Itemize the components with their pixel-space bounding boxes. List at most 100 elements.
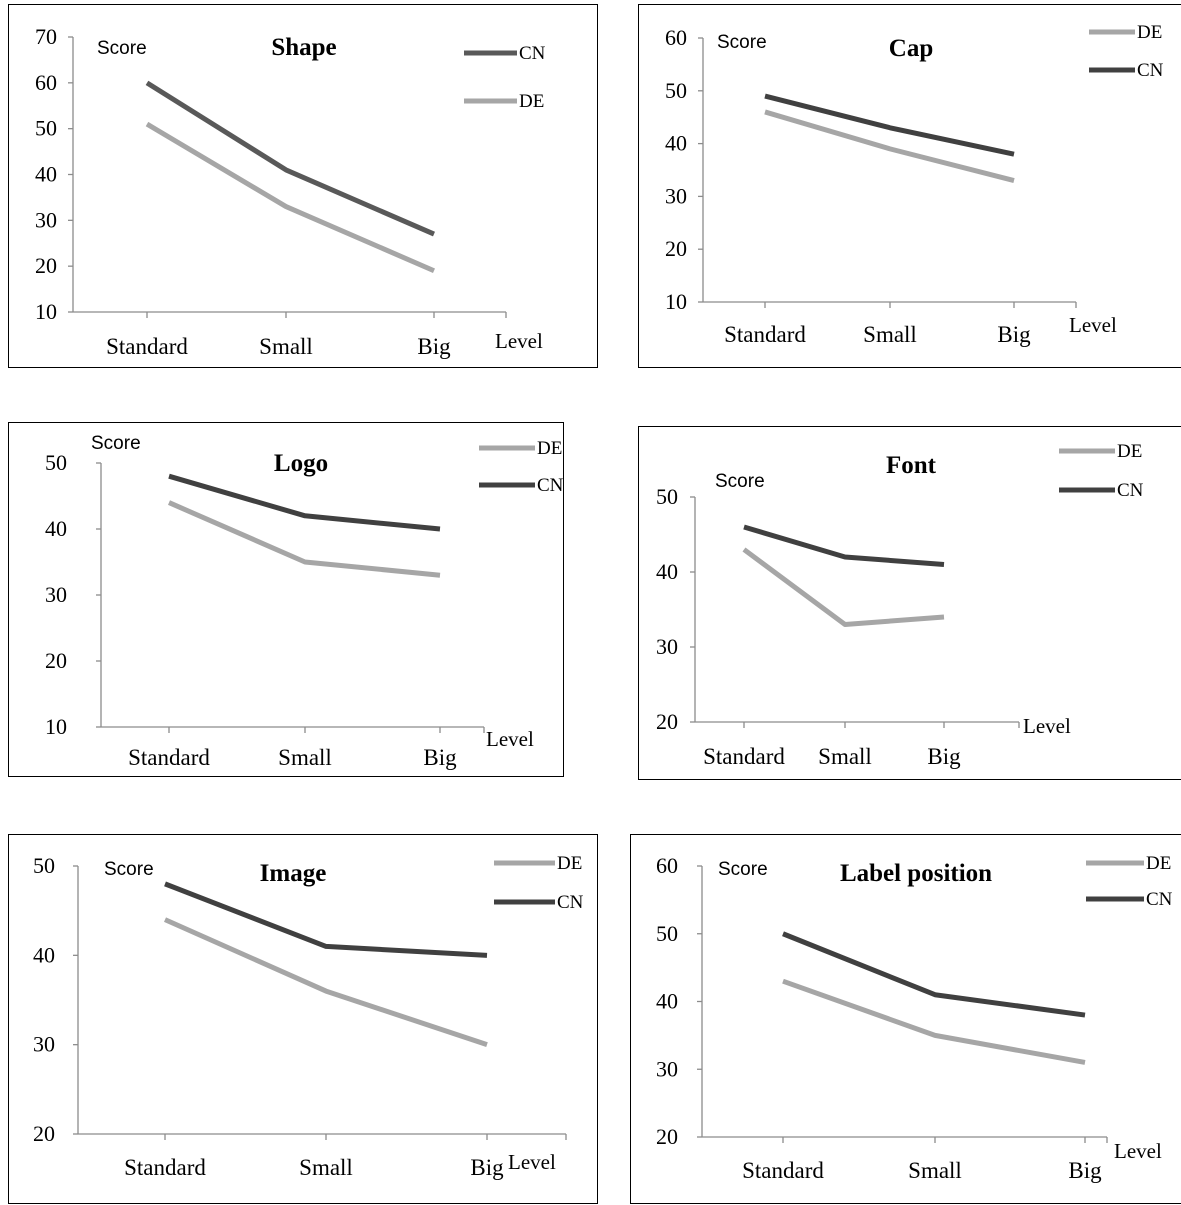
chart-title: Image xyxy=(260,860,327,887)
legend-label: DE xyxy=(1137,22,1162,43)
y-tick-label: 40 xyxy=(33,942,55,967)
x-category-label: Standard xyxy=(742,1158,824,1183)
y-axis-label: Score xyxy=(91,433,141,454)
series-line-cn xyxy=(164,881,488,958)
chart-svg: 20 30 40 50 Standard Small Big Image Score Level D… xyxy=(33,853,584,1180)
y-tick-label: 40 xyxy=(665,131,687,156)
series-line-cn xyxy=(168,473,441,532)
y-tick-label: 60 xyxy=(656,853,678,878)
series-line-de xyxy=(782,978,1086,1065)
y-tick-label: 30 xyxy=(35,207,57,232)
series-line-cn xyxy=(764,93,1015,157)
series-line-de xyxy=(163,917,488,1048)
series-line-cn xyxy=(145,80,435,237)
legend-label: DE xyxy=(557,853,582,874)
x-category-label: Standard xyxy=(124,1155,206,1180)
x-category-label: Small xyxy=(259,334,313,359)
y-axis-label: Score xyxy=(97,38,147,59)
chart-panel-logo: 10 20 30 40 50 Standard Small Big Logo Score Level… xyxy=(8,422,564,777)
legend-label: CN xyxy=(1137,60,1164,81)
y-tick-label: 10 xyxy=(35,299,57,324)
legend-label: DE xyxy=(1117,441,1142,462)
y-tick-label: 20 xyxy=(656,709,678,734)
chart-svg: 20 30 40 50 Standard Small Big Font Score Level DE… xyxy=(656,441,1144,769)
legend-label: DE xyxy=(537,438,562,459)
y-tick-label: 60 xyxy=(665,25,687,50)
y-tick-label: 30 xyxy=(45,582,67,607)
chart-title: Cap xyxy=(889,35,933,62)
y-tick-label: 30 xyxy=(33,1032,55,1057)
x-category-label: Small xyxy=(818,744,872,769)
chart-panel-shape: 10 20 30 40 50 60 70 Standard Small Big Shape Score… xyxy=(8,4,598,368)
chart-title: Font xyxy=(886,452,937,479)
y-tick-label: 50 xyxy=(45,450,67,475)
y-tick-label: 60 xyxy=(35,70,57,95)
chart-title: Logo xyxy=(274,450,328,477)
y-tick-label: 50 xyxy=(656,484,678,509)
y-tick-label: 40 xyxy=(656,989,678,1014)
y-tick-label: 30 xyxy=(665,183,687,208)
y-axis-label: Score xyxy=(718,859,768,880)
y-tick-label: 10 xyxy=(45,714,67,739)
x-category-label: Big xyxy=(417,334,451,359)
x-category-label: Big xyxy=(997,322,1031,347)
y-tick-label: 10 xyxy=(665,289,687,314)
legend-label: CN xyxy=(1146,889,1173,910)
series-line-de xyxy=(167,500,441,578)
x-category-label: Small xyxy=(278,745,332,770)
chart-panel-cap: 10 20 30 40 50 60 Standard Small Big Cap Score Leve… xyxy=(638,4,1181,368)
x-axis-label: Level xyxy=(1069,313,1117,337)
x-axis-label: Level xyxy=(486,727,534,751)
series-line-cn xyxy=(782,931,1086,1018)
y-tick-label: 70 xyxy=(35,24,57,49)
chart-title: Shape xyxy=(271,34,336,61)
chart-svg: 20 30 40 50 60 Standard Small Big Label position… xyxy=(656,853,1173,1183)
y-tick-label: 50 xyxy=(35,116,57,141)
y-tick-label: 50 xyxy=(665,78,687,103)
legend-label: DE xyxy=(1146,853,1171,874)
y-tick-label: 40 xyxy=(656,559,678,584)
chart-title: Label position xyxy=(840,860,992,887)
x-category-label: Small xyxy=(908,1158,962,1183)
y-tick-label: 20 xyxy=(45,648,67,673)
chart-panel-image: 20 30 40 50 Standard Small Big Image Score Level D… xyxy=(8,834,598,1204)
chart-panel-font: 20 30 40 50 Standard Small Big Font Score Level DE… xyxy=(638,426,1181,780)
chart-svg: 10 20 30 40 50 60 70 Standard Small Big Shape Score… xyxy=(35,24,546,359)
y-axis-label: Score xyxy=(717,32,767,53)
x-category-label: Big xyxy=(1068,1158,1102,1183)
chart-svg: 10 20 30 40 50 Standard Small Big Logo Score Level… xyxy=(45,433,564,770)
legend-label: CN xyxy=(557,892,584,913)
x-axis-label: Level xyxy=(1114,1139,1162,1163)
y-tick-label: 30 xyxy=(656,1056,678,1081)
series-line-de xyxy=(742,547,945,627)
x-category-label: Standard xyxy=(128,745,210,770)
y-tick-label: 20 xyxy=(35,253,57,278)
series-line-de xyxy=(145,121,435,274)
y-tick-label: 40 xyxy=(45,516,67,541)
y-tick-label: 50 xyxy=(656,921,678,946)
x-category-label: Big xyxy=(927,744,961,769)
y-tick-label: 20 xyxy=(33,1121,55,1146)
x-axis-label: Level xyxy=(508,1150,556,1174)
legend-label: CN xyxy=(537,475,564,496)
legend-label: CN xyxy=(519,43,546,64)
legend-label: CN xyxy=(1117,480,1144,501)
x-axis-label: Level xyxy=(1023,714,1071,738)
legend-label: DE xyxy=(519,91,544,112)
chart-panel-label-position: 20 30 40 50 60 Standard Small Big Label position… xyxy=(630,834,1181,1204)
y-axis-label: Score xyxy=(715,471,765,492)
y-tick-label: 50 xyxy=(33,853,55,878)
x-category-label: Big xyxy=(423,745,457,770)
chart-svg: 10 20 30 40 50 60 Standard Small Big Cap Score Leve… xyxy=(665,22,1164,347)
x-category-label: Small xyxy=(299,1155,353,1180)
x-category-label: Standard xyxy=(703,744,785,769)
series-line-de xyxy=(764,109,1015,183)
y-tick-label: 30 xyxy=(656,634,678,659)
series-line-cn xyxy=(743,524,945,567)
y-tick-label: 20 xyxy=(656,1124,678,1149)
y-tick-label: 40 xyxy=(35,162,57,187)
x-category-label: Standard xyxy=(106,334,188,359)
x-category-label: Standard xyxy=(724,322,806,347)
y-tick-label: 20 xyxy=(665,236,687,261)
x-axis-label: Level xyxy=(495,329,543,353)
